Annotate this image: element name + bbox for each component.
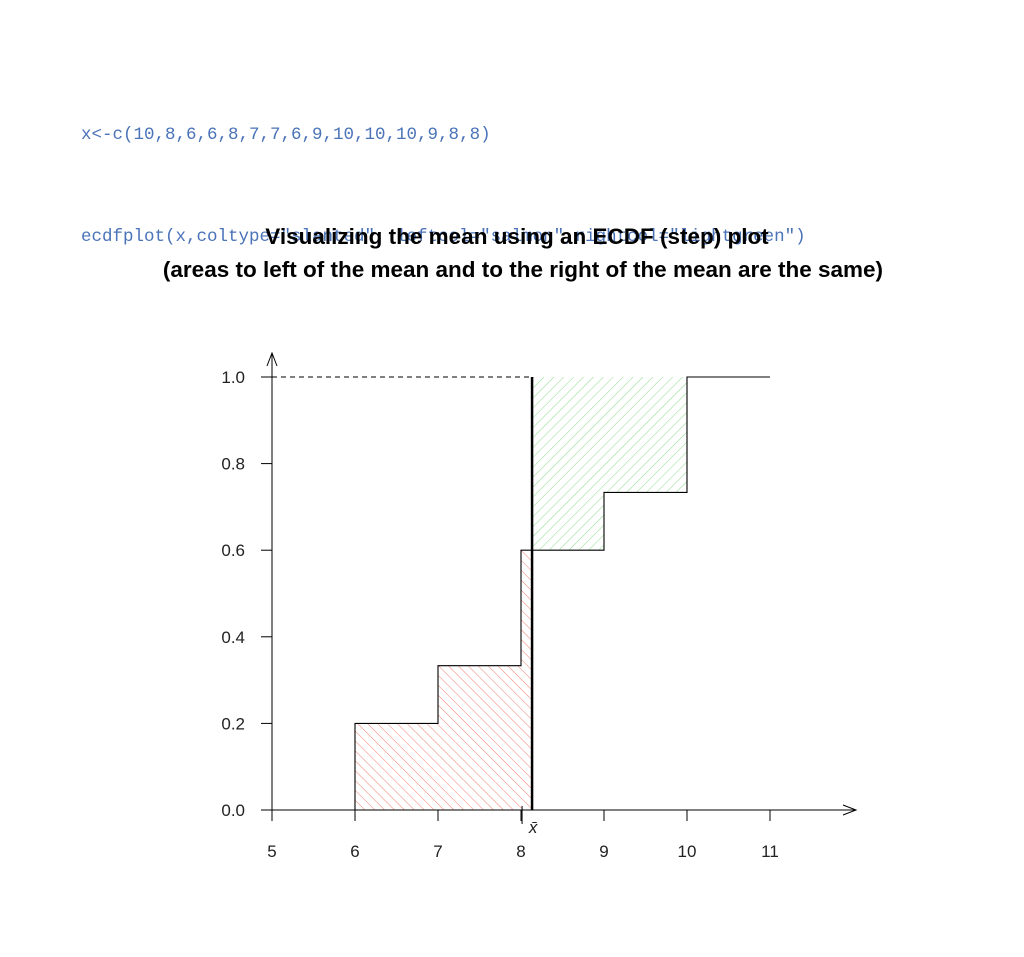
right-area-fill bbox=[532, 377, 687, 551]
x-tick-label: 5 bbox=[267, 842, 276, 861]
x-tick-label: 6 bbox=[350, 842, 359, 861]
y-tick-label: 0.4 bbox=[221, 628, 245, 647]
y-tick-label: 0.0 bbox=[221, 801, 245, 820]
x-tick-label: 11 bbox=[761, 842, 779, 861]
y-tick-label: 0.8 bbox=[221, 455, 245, 474]
code-line-2: ecdfplot(x,coltype="slanted", leftcol="s… bbox=[81, 227, 806, 247]
x-tick-label: 9 bbox=[599, 842, 608, 861]
y-tick-label: 0.6 bbox=[221, 541, 245, 560]
ecdf-step-line bbox=[354, 376, 770, 810]
x-tick-label: 7 bbox=[433, 842, 442, 861]
chart-title: Visualizing the mean using an ECDF (step… bbox=[265, 224, 769, 249]
y-axis-arrow bbox=[266, 351, 278, 367]
y-tick-label: 0.2 bbox=[221, 714, 245, 733]
x-tick-label: 10 bbox=[678, 842, 697, 861]
chart-subtitle: (areas to left of the mean and to the ri… bbox=[163, 257, 883, 282]
left-area-fill bbox=[355, 550, 533, 810]
x-tick-label: 8 bbox=[516, 842, 525, 861]
x-axis-arrow bbox=[842, 804, 858, 816]
mean-tick-label: x̄ bbox=[528, 818, 538, 837]
code-block: x<-c(10,8,6,6,8,7,7,6,9,10,10,10,9,8,8) … bbox=[81, 50, 806, 288]
y-tick-label: 1.0 bbox=[221, 368, 245, 387]
code-line-1: x<-c(10,8,6,6,8,7,7,6,9,10,10,10,9,8,8) bbox=[81, 125, 491, 145]
